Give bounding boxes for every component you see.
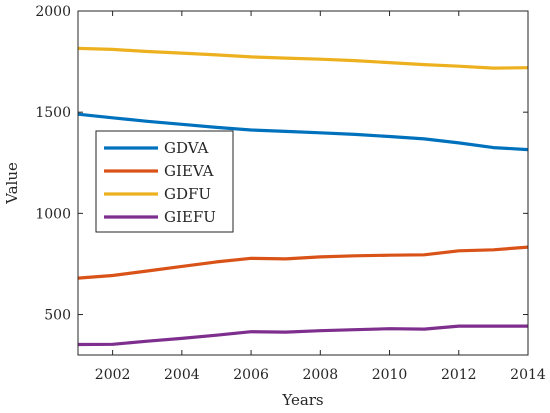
x-tick-label: 2006 xyxy=(233,367,269,383)
y-tick-label: 1500 xyxy=(35,105,71,121)
legend: GDVA GIEVA GDFU GIEFU xyxy=(95,130,234,233)
x-tick-label: 2010 xyxy=(372,367,408,383)
x-axis-label: Years xyxy=(281,391,323,409)
x-tick-label: 2012 xyxy=(441,367,477,383)
x-tick-label: 2002 xyxy=(95,367,131,383)
series-line-gdfu xyxy=(77,46,529,70)
legend-label-gieva: GIEVA xyxy=(164,162,214,180)
series-line-gieva xyxy=(77,245,529,280)
series-line-gdva xyxy=(77,112,529,152)
legend-label-gdva: GDVA xyxy=(164,139,209,157)
y-axis-label: Value xyxy=(3,162,21,205)
y-tick-label: 1000 xyxy=(35,206,71,222)
series-line-giefu xyxy=(77,324,528,347)
x-tick-label: 2008 xyxy=(302,367,338,383)
axes-box xyxy=(77,10,529,356)
y-tick-label: 500 xyxy=(44,308,71,324)
legend-label-giefu: GIEFU xyxy=(164,208,216,226)
y-tick-label: 2000 xyxy=(35,4,71,20)
x-tick-label: 2004 xyxy=(164,367,200,383)
series-layer xyxy=(77,46,529,347)
legend-label-gdfu: GDFU xyxy=(164,185,211,203)
ticks-layer: 2002 2004 2006 2008 2010 2012 2014 500 1000 1500 2… xyxy=(35,4,546,383)
x-tick-label: 2014 xyxy=(510,367,546,383)
